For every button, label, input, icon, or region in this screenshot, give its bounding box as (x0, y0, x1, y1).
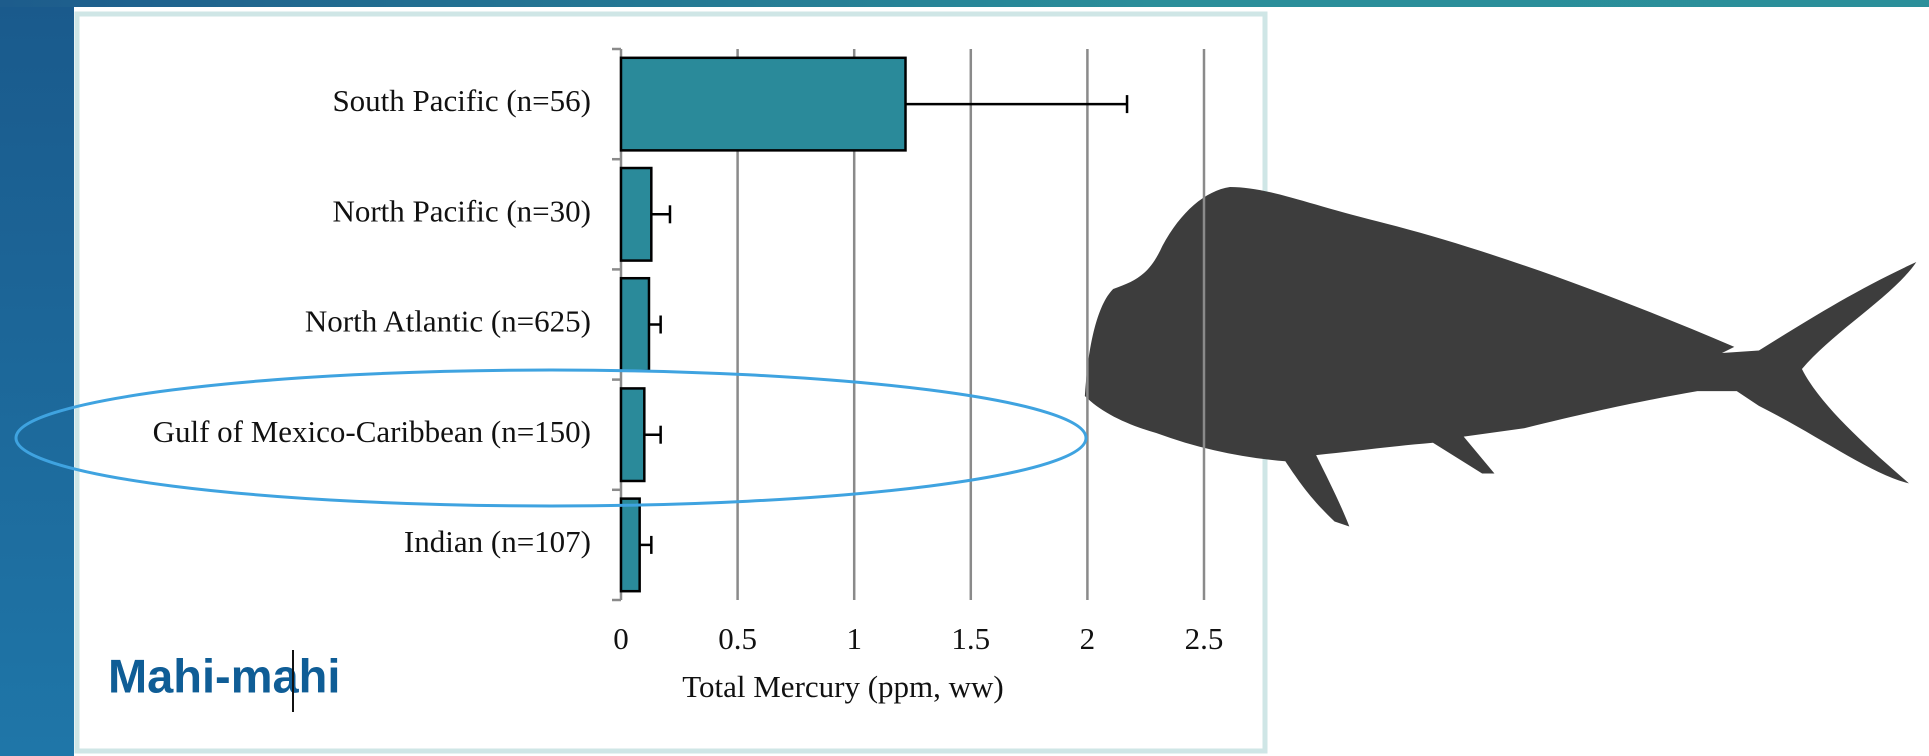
x-tick-label: 1.5 (951, 621, 990, 656)
bar (621, 58, 906, 151)
bar (621, 388, 644, 481)
chart: 0 0.5 1 1.5 2 2.5 South Pacific (n=56) North Pa… (0, 0, 1929, 756)
y-tick-label: South Pacific (n=56) (332, 83, 591, 118)
page: 0 0.5 1 1.5 2 2.5 South Pacific (n=56) North Pa… (0, 0, 1929, 756)
fish-silhouette (1085, 187, 1916, 526)
bar (621, 168, 651, 261)
x-axis-title: Total Mercury (ppm, ww) (682, 669, 1004, 704)
x-tick-label: 2 (1080, 621, 1096, 656)
x-tick-label: 0.5 (718, 621, 757, 656)
y-tick-label: Gulf of Mexico-Caribbean (n=150) (153, 414, 591, 449)
bar (621, 278, 649, 371)
bar (621, 499, 640, 592)
species-label: Mahi-mahi (108, 649, 340, 702)
x-tick-label: 2.5 (1185, 621, 1224, 656)
x-tick-label: 1 (846, 621, 862, 656)
y-tick-label: North Pacific (n=30) (332, 193, 591, 228)
y-tick-label: Indian (n=107) (404, 524, 591, 559)
y-tick-label: North Atlantic (n=625) (305, 304, 591, 339)
x-tick-label: 0 (613, 621, 629, 656)
